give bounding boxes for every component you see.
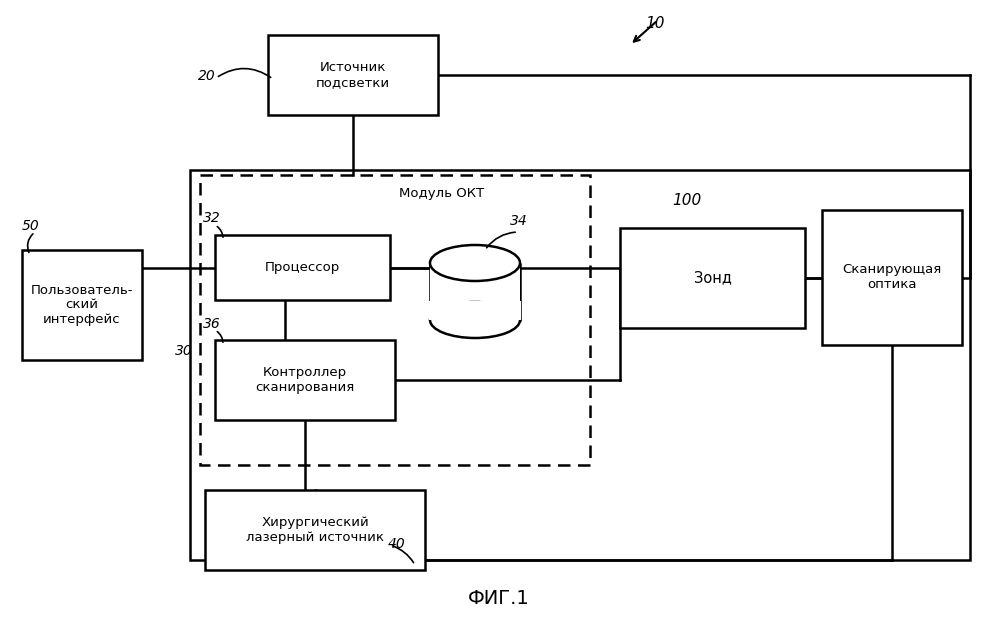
Text: Модуль ОКТ: Модуль ОКТ [400,187,485,200]
Text: 20: 20 [198,69,216,83]
Ellipse shape [430,245,520,281]
Text: Источник
подсветки: Источник подсветки [316,61,390,89]
Text: 30: 30 [175,344,193,358]
Bar [215,235,390,300]
Text: 10: 10 [645,16,664,31]
Bar [215,340,395,420]
Text: Зонд: Зонд [693,271,731,285]
Text: 34: 34 [510,214,527,228]
Text: Пользователь-
ский
интерфейс: Пользователь- ский интерфейс [31,284,133,327]
Bar [620,228,805,328]
Bar [190,170,970,560]
Ellipse shape [430,302,520,338]
Polygon shape [429,301,521,320]
Bar [200,175,590,465]
Text: ФИГ.1: ФИГ.1 [469,588,529,608]
Text: 100: 100 [672,193,701,208]
Text: 50: 50 [22,219,40,233]
Text: 32: 32 [203,211,221,225]
Bar [822,210,962,345]
Polygon shape [430,263,520,320]
Text: Сканирующая
оптика: Сканирующая оптика [842,264,942,292]
Bar [22,250,142,360]
Bar [205,490,425,570]
Bar [268,35,438,115]
Text: 40: 40 [388,537,406,551]
Text: Процессор: Процессор [265,261,340,274]
Text: Контроллер
сканирования: Контроллер сканирования [256,366,355,394]
Polygon shape [430,263,520,320]
Text: 36: 36 [203,317,221,331]
Text: Хирургический
лазерный источник: Хирургический лазерный источник [246,516,384,544]
